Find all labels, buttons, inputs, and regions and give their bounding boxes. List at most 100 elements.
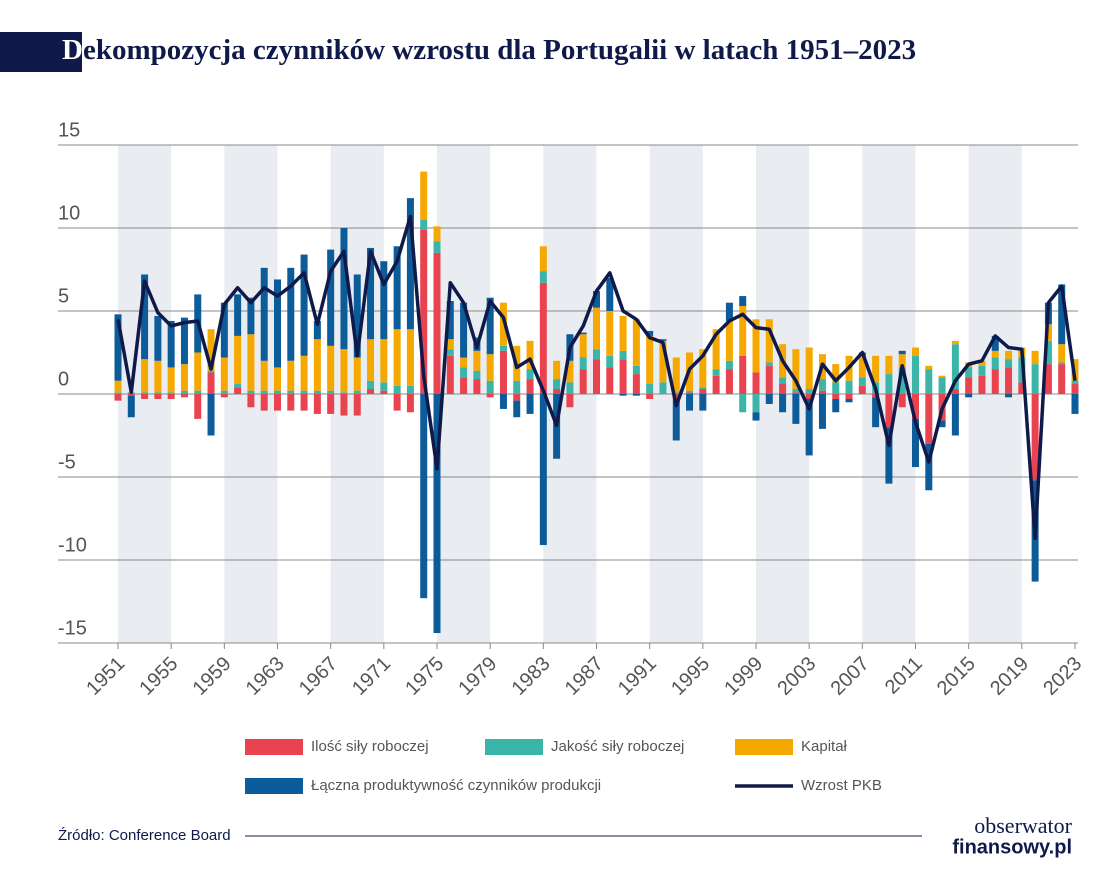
bar-segment: [832, 398, 840, 413]
bar-segment: [473, 379, 481, 394]
bar-segment: [765, 362, 773, 366]
bar-segment: [539, 282, 547, 394]
bar-segment: [991, 335, 999, 351]
bar-segment: [460, 377, 468, 394]
bar-segment: [247, 334, 255, 391]
bar-segment: [579, 369, 587, 394]
bar-segment: [114, 314, 122, 381]
bar-segment: [539, 394, 547, 546]
bar-segment: [991, 350, 999, 358]
bar-segment: [446, 349, 454, 356]
x-tick-label: 1971: [348, 653, 395, 700]
bar-segment: [659, 382, 667, 394]
bar-segment: [141, 392, 149, 394]
bar-segment: [127, 394, 135, 396]
bar-segment: [792, 349, 800, 390]
bar-segment: [433, 252, 441, 394]
bar-segment: [260, 267, 268, 361]
x-tick-label: 1959: [189, 653, 236, 700]
title-box: [0, 32, 82, 72]
x-tick-label: 2007: [827, 653, 874, 700]
bar-segment: [646, 335, 654, 385]
bar-segment: [114, 392, 122, 394]
bar-segment: [287, 394, 295, 411]
x-tick-label: 2023: [1039, 653, 1086, 700]
bar-segment: [1005, 350, 1013, 360]
bar-segment: [167, 394, 175, 399]
bar-segment: [632, 319, 640, 366]
bar-segment: [779, 384, 787, 394]
bar-segment: [818, 390, 826, 394]
x-tick-label: 2019: [986, 653, 1033, 700]
bar-segment: [805, 394, 813, 399]
bar-segment: [672, 357, 680, 393]
bar-segment: [207, 394, 215, 436]
bar-segment: [220, 302, 228, 358]
bar-segment: [965, 377, 973, 394]
bar-segment: [513, 394, 521, 401]
bar-segment: [938, 420, 946, 428]
logo: obserwator: [974, 813, 1072, 838]
bar-segment: [912, 355, 919, 394]
bar-segment: [792, 394, 800, 424]
bar-segment: [300, 254, 308, 356]
bar-segment: [898, 350, 906, 355]
bar-segment: [951, 344, 959, 390]
bar-segment: [779, 394, 787, 413]
bar-segment: [446, 355, 454, 394]
bar-segment: [526, 369, 534, 380]
bar-segment: [739, 296, 747, 307]
bar-segment: [393, 329, 401, 386]
line: [116, 214, 1077, 541]
bar-segment: [938, 375, 946, 378]
bar-segment: [141, 394, 149, 399]
bar-segment: [593, 359, 600, 394]
y-tick-label: 15: [58, 119, 80, 141]
y-tick-label: 10: [58, 202, 80, 224]
bar-segment: [765, 319, 773, 363]
bar-segment: [180, 394, 188, 398]
bar-segment: [579, 332, 587, 335]
bar-segment: [779, 377, 787, 385]
bar-segment: [1058, 284, 1066, 345]
bar-segment: [898, 367, 906, 394]
bar-segment: [313, 339, 321, 391]
bar-segment: [353, 357, 361, 391]
bar-segment: [965, 394, 973, 398]
bar-segment: [300, 355, 308, 391]
bar-segment: [606, 311, 614, 356]
bar-segment: [646, 384, 654, 394]
bar-segment: [247, 297, 255, 335]
bar-segment: [619, 350, 627, 360]
bar-segment: [340, 392, 348, 394]
bar-segment: [539, 246, 547, 272]
y-tick-label: 0: [58, 368, 69, 390]
bar-segment: [872, 355, 880, 383]
legend-swatch: [245, 778, 303, 794]
bar-segment: [832, 394, 840, 399]
y-tick-label: -15: [58, 617, 87, 639]
bar-segment: [925, 365, 933, 370]
bar-segment: [912, 347, 919, 356]
x-tick-label: 1975: [401, 653, 448, 700]
bar-segment: [194, 394, 202, 419]
bar-segment: [313, 390, 321, 394]
bar-segment: [141, 274, 149, 360]
logo: finansowy.pl: [952, 836, 1072, 858]
x-tick-label: 2011: [881, 653, 927, 699]
bar-segment: [473, 370, 481, 380]
bar-segment: [433, 226, 441, 242]
bar-segment: [593, 307, 600, 350]
bar-segment: [579, 334, 587, 358]
bar-segment: [114, 380, 122, 393]
bar-segment: [340, 394, 348, 416]
bar-segment: [632, 374, 640, 394]
bar-segment: [1031, 394, 1039, 481]
bar-segment: [752, 394, 760, 413]
bar-segment: [180, 364, 188, 391]
bar-segment: [234, 335, 242, 385]
legend-swatch: [735, 739, 793, 755]
bar-segment: [380, 261, 388, 340]
bar-segment: [712, 369, 720, 376]
bar-segment: [327, 390, 335, 394]
